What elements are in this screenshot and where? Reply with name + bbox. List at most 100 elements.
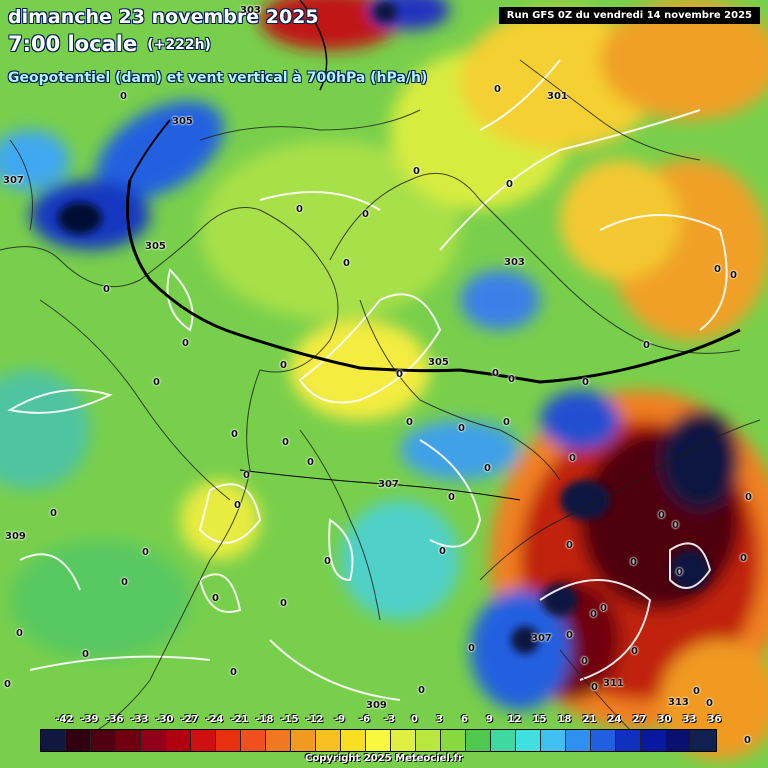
- date-title: dimanche 23 novembre 2025: [8, 6, 319, 28]
- contour-label: 0: [230, 667, 237, 678]
- color-swatch: [341, 730, 366, 751]
- color-swatch: [366, 730, 391, 751]
- contour-label: 0: [643, 340, 650, 351]
- forecast-offset: (+222h): [147, 37, 211, 53]
- contour-label: 0: [16, 628, 23, 639]
- scale-tick-label: 9: [486, 714, 493, 725]
- contour-label: 0: [120, 91, 127, 102]
- color-swatch: [266, 730, 291, 751]
- contour-label: 0: [282, 437, 289, 448]
- color-swatch: [666, 730, 691, 751]
- contour-label: 0: [658, 510, 665, 521]
- scale-tick-label: 0: [411, 714, 418, 725]
- scale-tick-label: -36: [105, 714, 124, 725]
- isoline-label: 311: [603, 678, 624, 689]
- color-swatch: [191, 730, 216, 751]
- scale-tick-label: -33: [130, 714, 149, 725]
- contour-label: 0: [508, 374, 515, 385]
- color-swatch: [416, 730, 441, 751]
- contour-label: 0: [280, 598, 287, 609]
- contour-label: 0: [706, 698, 713, 709]
- isoline-label: 307: [3, 175, 24, 186]
- contour-label: 0: [103, 284, 110, 295]
- contour-label: 0: [600, 603, 607, 614]
- color-swatch: [91, 730, 116, 751]
- scale-tick-label: 6: [461, 714, 468, 725]
- contour-label: 0: [582, 377, 589, 388]
- contour-label: 0: [182, 338, 189, 349]
- contour-label: 0: [343, 258, 350, 269]
- contour-label: 0: [458, 423, 465, 434]
- color-swatch: [491, 730, 516, 751]
- isoline-label: 305: [428, 357, 449, 368]
- contour-label: 0: [50, 508, 57, 519]
- color-swatch: [116, 730, 141, 751]
- contour-label: 0: [396, 369, 403, 380]
- contour-label: 0: [362, 209, 369, 220]
- color-swatch: [291, 730, 316, 751]
- scale-tick-label: -39: [80, 714, 99, 725]
- contour-label: 0: [413, 166, 420, 177]
- scale-tick-label: -15: [280, 714, 299, 725]
- color-scale: [40, 729, 717, 752]
- scale-tick-label: 3: [436, 714, 443, 725]
- scale-tick-label: -9: [333, 714, 346, 725]
- scale-tick-label: -27: [180, 714, 199, 725]
- contour-label: 0: [569, 453, 576, 464]
- isoline-label: 303: [240, 5, 261, 16]
- scale-tick-label: 21: [582, 714, 597, 725]
- contour-label: 0: [324, 556, 331, 567]
- contour-label: 0: [82, 649, 89, 660]
- isoline-label: 309: [366, 700, 387, 711]
- contour-label: 0: [740, 553, 747, 564]
- scale-tick-label: -3: [383, 714, 396, 725]
- scale-tick-label: 15: [532, 714, 547, 725]
- contour-label: 0: [581, 656, 588, 667]
- contour-label: 0: [630, 557, 637, 568]
- contour-label: 0: [676, 567, 683, 578]
- color-swatch: [316, 730, 341, 751]
- color-swatch: [616, 730, 641, 751]
- run-info-badge: Run GFS 0Z du vendredi 14 novembre 2025: [498, 7, 760, 24]
- scale-tick-label: 33: [682, 714, 697, 725]
- contour-label: 0: [243, 470, 250, 481]
- isoline-label: 301: [547, 91, 568, 102]
- isoline-label: 309: [5, 531, 26, 542]
- scale-tick-label: 18: [557, 714, 572, 725]
- contour-label: 0: [307, 457, 314, 468]
- contour-label: 0: [714, 264, 721, 275]
- contour-label: 0: [744, 735, 751, 746]
- scale-tick-label: -30: [155, 714, 174, 725]
- contour-label: 0: [231, 429, 238, 440]
- scale-tick-label: -24: [205, 714, 224, 725]
- scale-tick-label: 36: [707, 714, 722, 725]
- isoline-label: 305: [145, 241, 166, 252]
- color-swatch: [691, 730, 716, 751]
- color-swatch: [216, 730, 241, 751]
- contour-label: 0: [494, 84, 501, 95]
- color-swatch: [641, 730, 666, 751]
- scale-tick-label: -6: [358, 714, 371, 725]
- contour-label: 0: [153, 377, 160, 388]
- isoline-label: 307: [531, 633, 552, 644]
- field-title: Geopotentiel (dam) et vent vertical à 70…: [8, 70, 428, 86]
- contour-label: 0: [418, 685, 425, 696]
- contour-label: 0: [142, 547, 149, 558]
- contour-label: 0: [672, 520, 679, 531]
- contour-label: 0: [693, 686, 700, 697]
- isoline-label: 305: [172, 116, 193, 127]
- contour-label: 0: [631, 646, 638, 657]
- color-swatch: [391, 730, 416, 751]
- color-swatch: [566, 730, 591, 751]
- contour-label: 0: [439, 546, 446, 557]
- scale-tick-label: -12: [305, 714, 324, 725]
- contour-label: 0: [468, 643, 475, 654]
- contour-label: 0: [296, 204, 303, 215]
- scale-tick-label: 30: [657, 714, 672, 725]
- contour-label: 0: [280, 360, 287, 371]
- isoline-label: 313: [668, 697, 689, 708]
- scale-tick-label: -18: [255, 714, 274, 725]
- color-swatch: [541, 730, 566, 751]
